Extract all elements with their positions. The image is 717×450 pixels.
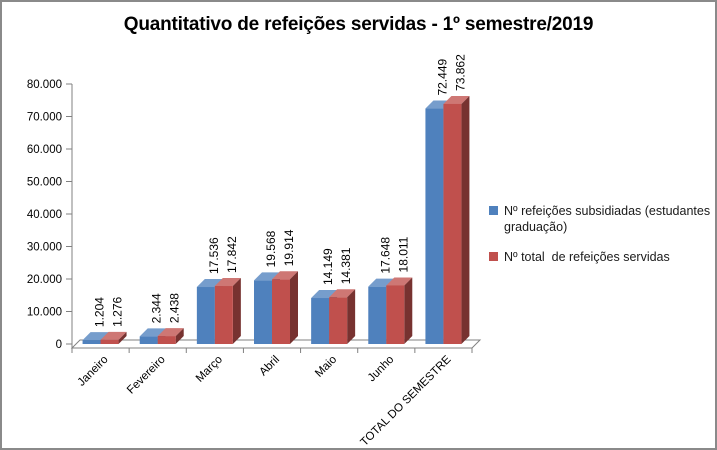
bar-side-face <box>118 331 127 344</box>
bar-front-face <box>272 279 290 344</box>
bar-top-face <box>100 331 127 340</box>
bar-side-face <box>404 277 413 344</box>
bar-top-face <box>443 95 470 104</box>
bar-value-label: 19.914 <box>282 229 296 266</box>
bar-front-face <box>311 298 330 344</box>
bar-front-face <box>100 339 119 344</box>
bar-front-face <box>214 286 233 344</box>
bar-front-face <box>368 286 387 344</box>
bar-value-label: 73.862 <box>453 54 467 91</box>
y-axis-tick-label: 20.000 <box>27 274 62 286</box>
y-axis-tick-label: 80.000 <box>27 79 62 91</box>
bar-front-face <box>196 287 215 344</box>
y-axis-tick-label: 70.000 <box>27 112 62 124</box>
bar-front-face <box>157 336 176 344</box>
bar-value-label: 2.438 <box>168 293 182 323</box>
y-axis-tick-label: 30.000 <box>27 242 62 254</box>
x-axis-category-label: Fevereiro <box>125 354 168 397</box>
y-axis-tick-label: 40.000 <box>27 209 62 221</box>
bar-top-face <box>272 271 298 280</box>
bar-top-face <box>139 328 166 337</box>
bar-top-face <box>157 328 184 337</box>
bar-side-face <box>232 278 241 344</box>
bar-side-face <box>290 271 298 344</box>
x-axis-category-label: Março <box>194 354 225 385</box>
y-axis-tick-label: 10.000 <box>27 307 62 319</box>
bar-front-face <box>254 280 272 344</box>
bar-value-label: 1.204 <box>93 297 107 327</box>
x-axis-category-label: Maio <box>313 354 339 380</box>
legend-swatch-blue-icon <box>489 206 498 215</box>
bar-front-face <box>139 336 158 344</box>
bar-value-label: 14.381 <box>339 247 353 284</box>
bar-value-label: 1.276 <box>111 296 125 326</box>
bar-front-face <box>425 108 444 345</box>
bar-value-label: 72.449 <box>435 59 449 96</box>
bar-side-face <box>461 95 470 344</box>
bar-top-face <box>214 278 241 287</box>
bar-front-face <box>329 297 348 344</box>
bar-value-label: 2.344 <box>150 293 164 323</box>
bar-side-face <box>347 289 356 344</box>
x-axis-category-label: Abril <box>257 354 282 379</box>
legend-swatch-red-icon <box>489 251 498 261</box>
bar-front-face <box>443 103 462 344</box>
bar-value-label: 17.648 <box>378 237 392 274</box>
legend: Nº refeições subsidiadas (estudantes gra… <box>489 203 715 278</box>
legend-label-series1: Nº refeições subsidiadas (estudantes gra… <box>504 204 714 235</box>
x-axis-category-label: Junho <box>366 354 397 385</box>
bar-top-face <box>329 289 356 298</box>
bar-top-face <box>386 277 413 286</box>
bar-front-face <box>82 340 101 344</box>
chart-title: Quantitativo de refeições servidas - 1º … <box>123 14 594 35</box>
bar-value-label: 14.149 <box>321 248 335 285</box>
legend-label-series2: Nº total de refeições servidas <box>504 249 670 264</box>
bar-value-label: 19.568 <box>264 230 278 267</box>
legend-item-series1: Nº refeições subsidiadas (estudantes gra… <box>489 203 715 236</box>
y-axis-tick-label: 60.000 <box>27 144 62 156</box>
bar-front-face <box>386 285 405 344</box>
bar-top-face <box>82 332 109 341</box>
y-axis-tick-label: 50.000 <box>27 177 62 189</box>
x-axis-category-label: Janeiro <box>76 354 111 389</box>
y-axis-tick-label: 0 <box>56 339 62 351</box>
bar-value-label: 17.842 <box>225 236 239 273</box>
bar-value-label: 18.011 <box>396 236 410 272</box>
bar-side-face <box>175 328 184 344</box>
bar-value-label: 17.536 <box>207 237 221 274</box>
legend-item-series2: Nº total de refeições servidas <box>489 249 715 265</box>
